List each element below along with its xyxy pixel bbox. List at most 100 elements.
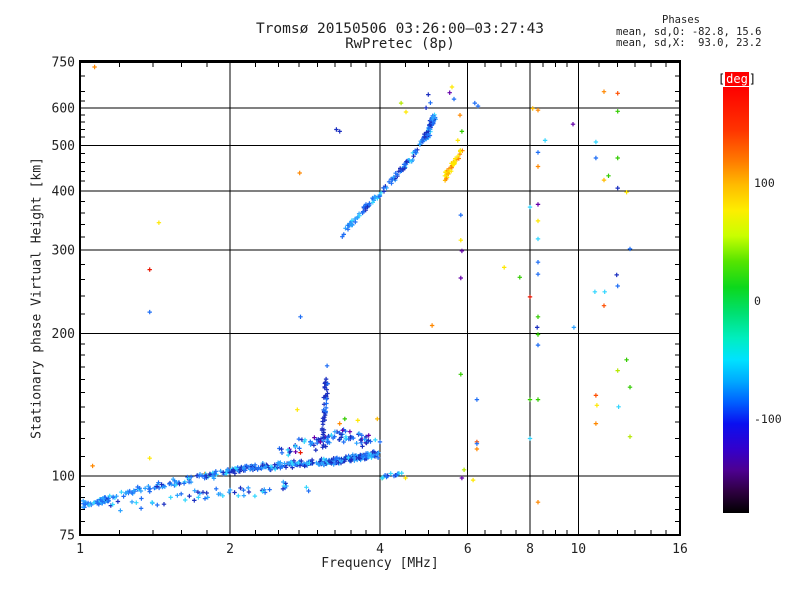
data-point [250, 466, 255, 471]
data-point [279, 450, 285, 455]
data-point [624, 357, 629, 362]
data-point [535, 218, 541, 224]
data-point [285, 447, 291, 453]
data-point [458, 149, 463, 154]
data-point [323, 376, 329, 382]
cluster-f-trace-o-mode [340, 112, 437, 239]
data-point [472, 100, 477, 106]
data-point [246, 489, 252, 495]
data-point [260, 462, 265, 468]
data-point [340, 234, 345, 239]
data-point [227, 470, 233, 475]
data-point [177, 481, 182, 487]
data-point [357, 456, 362, 461]
data-point [81, 504, 86, 510]
data-point [593, 155, 599, 161]
data-point [394, 472, 399, 478]
data-point [110, 495, 116, 500]
data-point [324, 437, 330, 442]
data-point [272, 462, 277, 467]
data-point [363, 453, 368, 459]
data-point [310, 440, 315, 446]
data-point [325, 391, 330, 396]
data-point [273, 467, 278, 472]
data-point [323, 380, 328, 385]
data-point [200, 490, 206, 495]
cluster-spread-e-column [319, 363, 330, 450]
data-point [279, 464, 284, 469]
data-point [366, 438, 371, 443]
data-point [147, 489, 152, 494]
data-point [183, 497, 188, 503]
data-point [218, 468, 223, 474]
data-point [224, 471, 229, 476]
data-point [118, 508, 123, 513]
data-point [367, 201, 372, 206]
data-point [315, 440, 320, 446]
data-point [351, 435, 356, 441]
data-point [324, 387, 329, 392]
data-point [362, 437, 367, 442]
data-point [627, 434, 633, 439]
data-point [341, 232, 346, 237]
data-point [323, 444, 328, 449]
colorbar-gradient [723, 87, 749, 513]
data-point [366, 433, 371, 438]
data-point [377, 439, 383, 445]
data-point [283, 465, 289, 470]
data-point [355, 418, 360, 423]
colorbar-tick-label: 100 [754, 175, 775, 190]
colorbar-tick-label: -100 [754, 412, 782, 427]
data-point [339, 435, 344, 440]
data-point [382, 473, 388, 478]
data-point [593, 139, 599, 145]
scatter-points [90, 64, 633, 505]
data-point [245, 464, 251, 470]
data-point [388, 471, 393, 476]
data-point [458, 238, 463, 243]
data-point [420, 139, 426, 144]
data-point [302, 437, 308, 443]
data-point [246, 485, 251, 491]
data-point [349, 218, 355, 223]
y-tick-label: 500 [52, 139, 75, 154]
x-tick-label: 6 [464, 542, 472, 557]
data-point [535, 325, 540, 330]
data-point [430, 116, 435, 122]
data-point [398, 166, 403, 171]
data-point [353, 219, 358, 225]
data-point [268, 464, 274, 469]
data-point [338, 458, 344, 464]
data-point [370, 449, 375, 455]
data-point [373, 437, 378, 443]
data-point [593, 393, 599, 398]
data-point [593, 421, 599, 426]
data-point [266, 465, 272, 470]
data-point [286, 461, 291, 466]
data-point [337, 437, 342, 442]
cluster-e-band-low [100, 468, 223, 504]
data-point [119, 489, 124, 495]
gridlines [80, 62, 680, 535]
data-point [267, 467, 273, 472]
data-point [302, 463, 307, 469]
data-point [426, 126, 431, 131]
cluster-f-trace-top-knot [422, 114, 438, 140]
data-point [320, 432, 326, 437]
data-point [615, 283, 620, 289]
data-point [400, 167, 406, 173]
x-tick-label: 8 [526, 542, 534, 557]
data-point [348, 223, 354, 228]
data-point [430, 121, 435, 126]
data-point [241, 465, 247, 471]
y-tick-label: 600 [52, 101, 75, 116]
data-point [474, 441, 480, 446]
data-point [238, 485, 243, 491]
data-point [377, 193, 383, 199]
data-point [351, 455, 357, 461]
data-point [601, 177, 607, 183]
data-point [364, 440, 369, 446]
data-point [225, 467, 230, 472]
data-point [378, 190, 384, 195]
colorbar-label-unit: deg [725, 72, 749, 86]
